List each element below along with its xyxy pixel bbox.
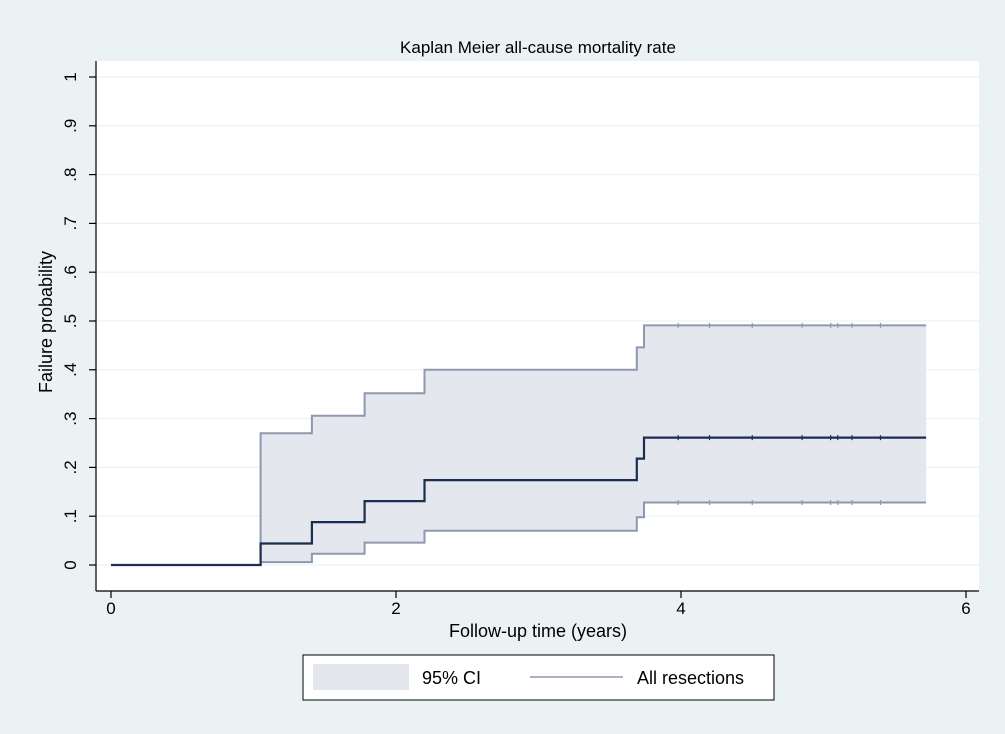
- y-axis-title: Failure probability: [36, 251, 56, 393]
- x-axis: 0 2 4 6: [96, 590, 979, 618]
- legend: 95% CI All resections: [302, 654, 775, 701]
- y-tick-label: .6: [61, 265, 80, 279]
- x-tick-label: 2: [391, 599, 400, 618]
- legend-ci-swatch: [313, 664, 409, 690]
- x-tick-label: 0: [106, 599, 115, 618]
- km-estimate-line: [111, 436, 927, 567]
- ci-upper-line: [111, 324, 927, 566]
- legend-series-label: All resections: [637, 668, 744, 688]
- ci-band-area: [111, 325, 927, 565]
- censor-marks: [677, 322, 882, 506]
- ci-lower-line: [111, 501, 927, 566]
- y-tick-label: .9: [61, 119, 80, 133]
- legend-ci-label: 95% CI: [422, 668, 481, 688]
- y-axis: 0 .1 .2 .3 .4 .5 .6 .7 .8 .9 1: [61, 61, 97, 591]
- y-tick-label: .2: [61, 460, 80, 474]
- x-tick-label: 6: [961, 599, 970, 618]
- x-axis-title: Follow-up time (years): [449, 621, 627, 641]
- y-tick-label: 1: [61, 72, 80, 81]
- y-tick-label: .1: [61, 509, 80, 523]
- y-tick-label: .4: [61, 363, 80, 377]
- y-tick-label: .8: [61, 168, 80, 182]
- x-tick-label: 4: [676, 599, 685, 618]
- y-tick-label: 0: [61, 560, 80, 569]
- chart-title: Kaplan Meier all-cause mortality rate: [400, 38, 676, 57]
- y-tick-label: .5: [61, 314, 80, 328]
- y-tick-label: .7: [61, 216, 80, 230]
- y-tick-label: .3: [61, 412, 80, 426]
